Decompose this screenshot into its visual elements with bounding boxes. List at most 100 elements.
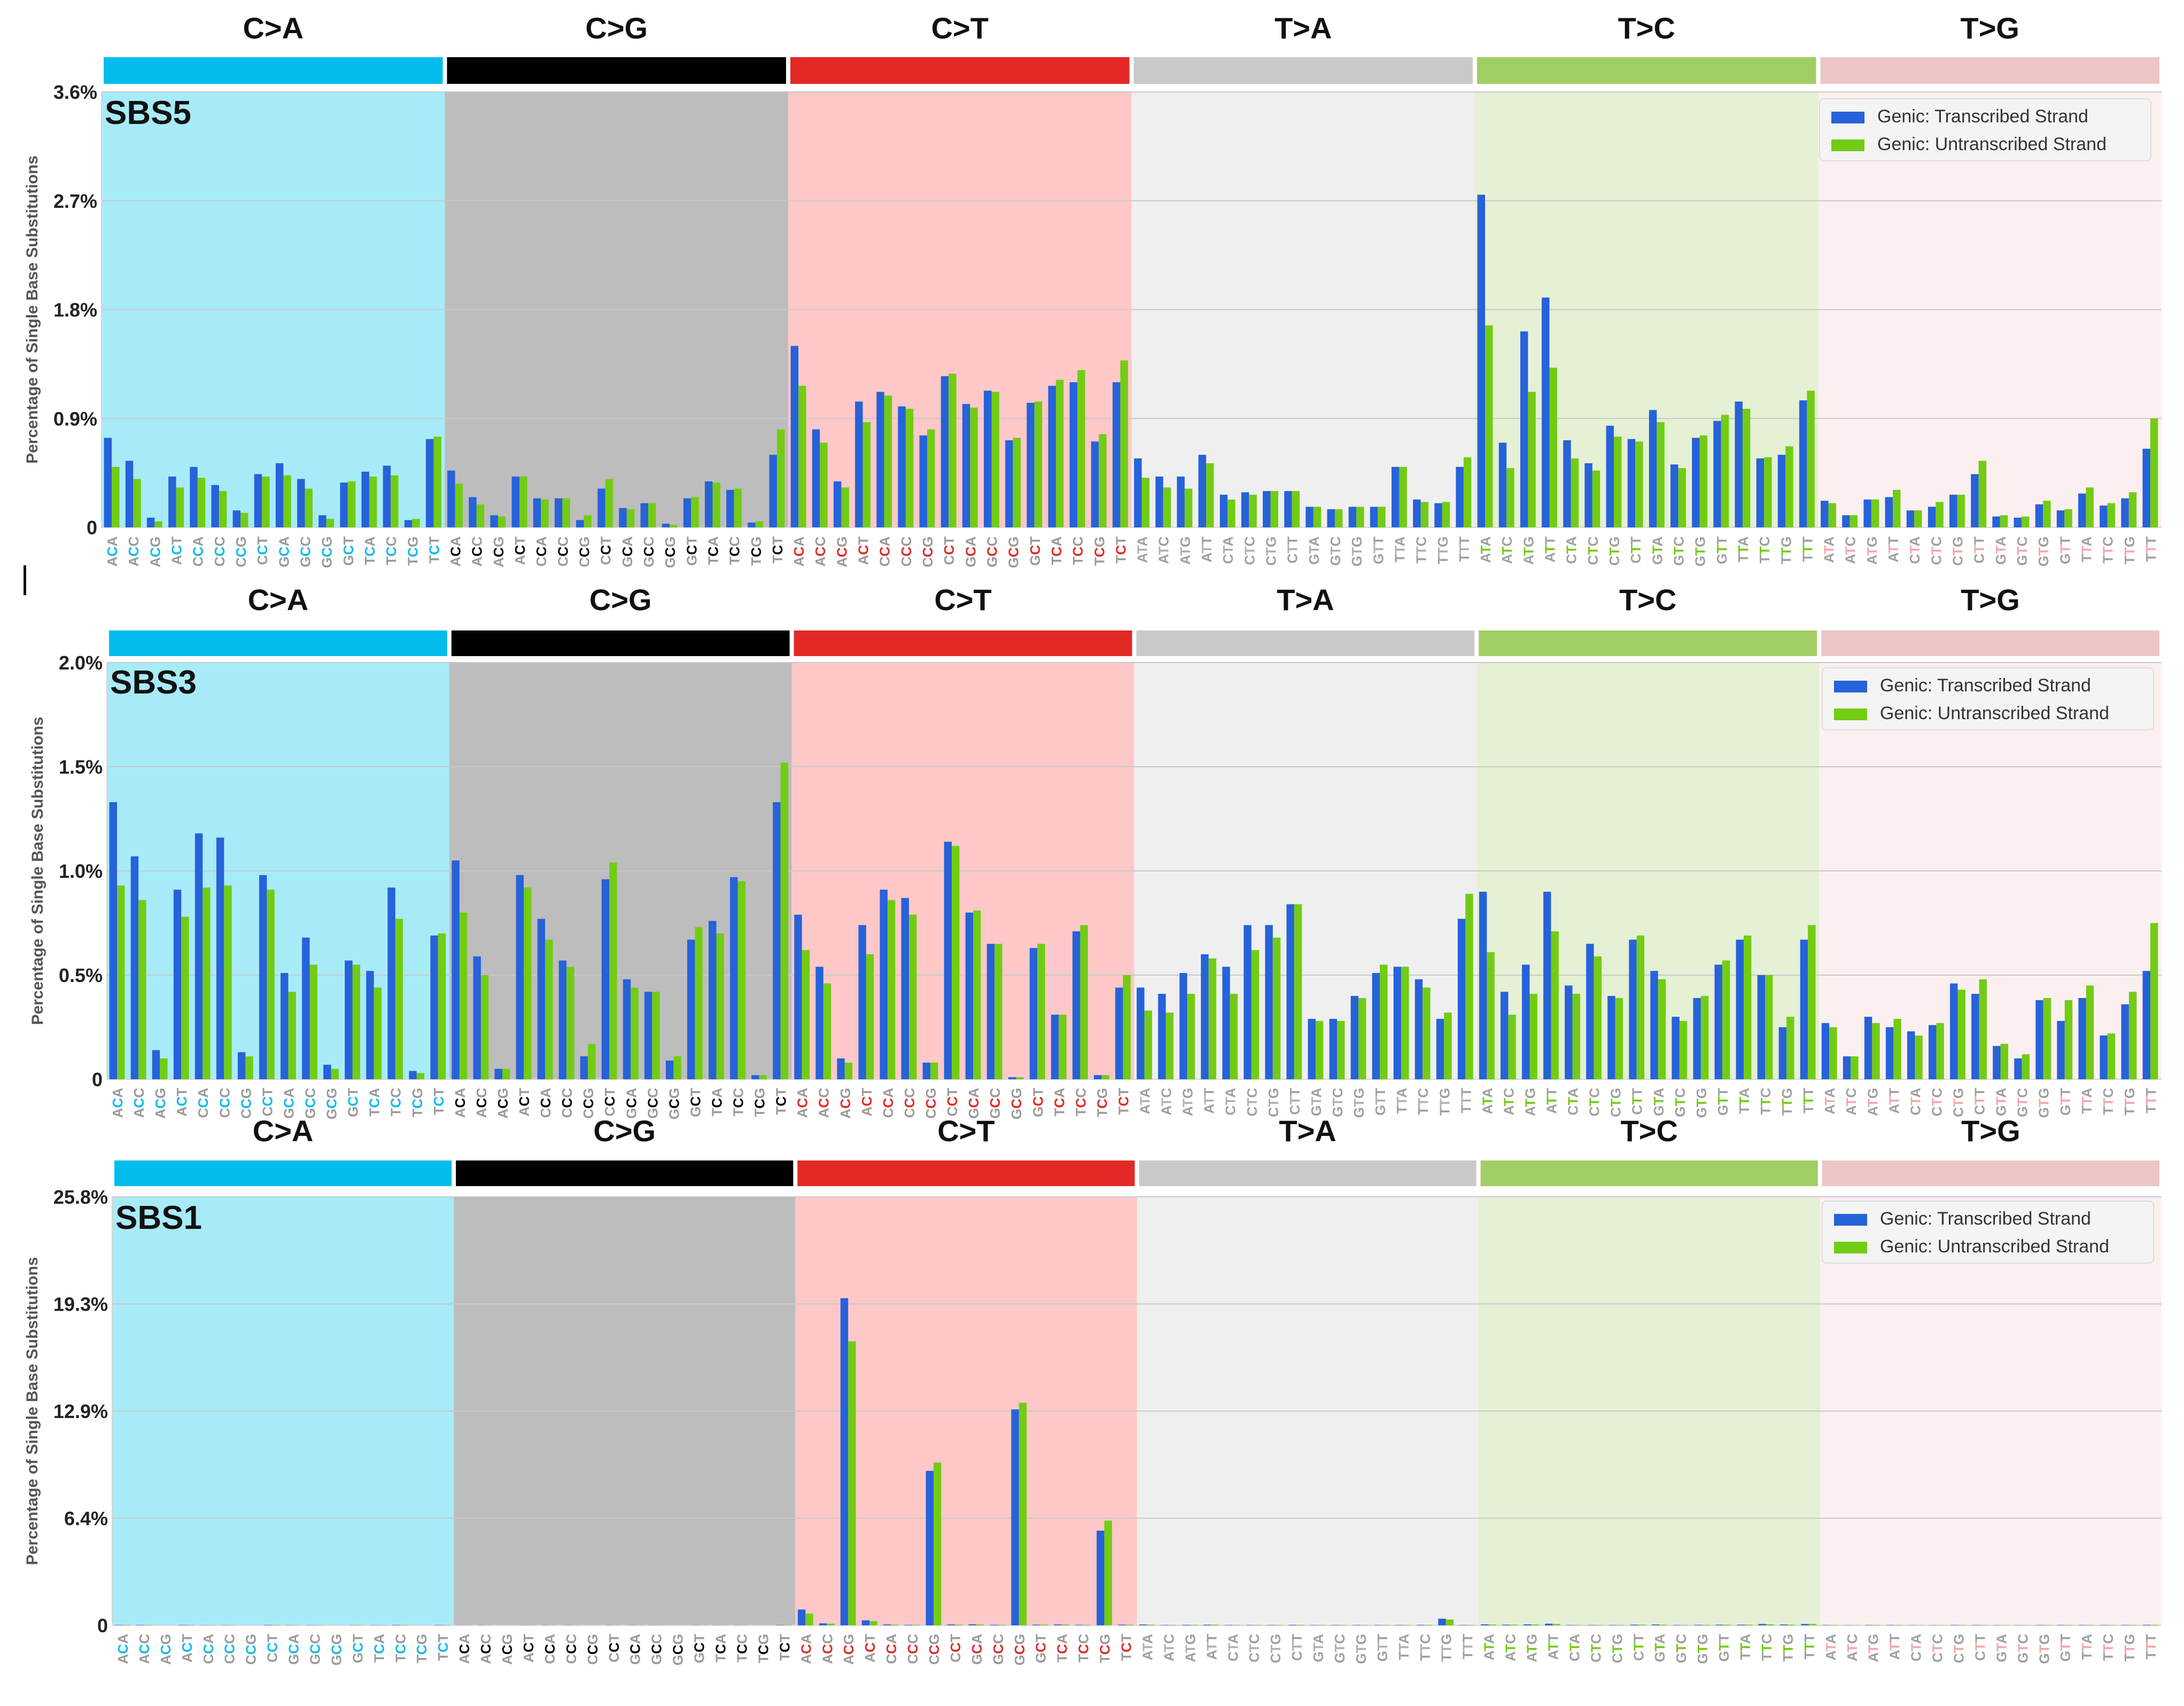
bar-transcribed <box>173 890 182 1079</box>
bar-untranscribed <box>1488 1624 1497 1625</box>
bar-transcribed <box>2056 510 2065 527</box>
context-label: GCT <box>349 1634 366 1663</box>
context-label: GTT <box>2057 1634 2073 1662</box>
bar-transcribed <box>447 470 455 527</box>
context-label: CCG <box>926 1634 942 1665</box>
bar-transcribed <box>232 510 241 527</box>
bar-transcribed <box>104 438 112 527</box>
bar-untranscribed <box>288 992 296 1079</box>
bar-transcribed <box>516 875 524 1079</box>
bar-untranscribed <box>673 1056 681 1079</box>
context-label: ATG <box>1524 1634 1540 1662</box>
context-label: CCA <box>200 1634 216 1664</box>
legend-swatch-untranscribed <box>1834 708 1867 720</box>
y-axis-label: Percentage of Single Base Substitutions <box>24 155 41 464</box>
context-label: TTA <box>1736 1088 1752 1114</box>
mutation-type-bar <box>451 630 790 656</box>
bar-transcribed <box>812 429 820 527</box>
context-label: CCC <box>222 1634 238 1664</box>
mutation-type-label: T>G <box>1961 583 2019 617</box>
context-label: ACA <box>795 1088 811 1118</box>
bar-transcribed <box>1027 402 1035 527</box>
context-label: TCT <box>426 536 442 564</box>
bar-untranscribed <box>1828 503 1837 527</box>
bar-transcribed <box>1692 438 1700 527</box>
context-label: ATG <box>1182 1634 1198 1662</box>
context-label: CCC <box>212 536 228 567</box>
bar-untranscribed <box>848 1341 856 1625</box>
context-label: CCC <box>905 1634 921 1664</box>
bar-untranscribed <box>2150 923 2158 1079</box>
bar-untranscribed <box>1334 509 1343 527</box>
bar-untranscribed <box>823 983 831 1079</box>
context-label: CCG <box>923 1088 939 1119</box>
bar-transcribed <box>168 476 176 527</box>
bar-transcribed <box>558 960 567 1079</box>
bar-untranscribed <box>1721 415 1729 527</box>
mutation-type-bar <box>794 630 1132 656</box>
bar-transcribed <box>323 1064 331 1079</box>
bar-transcribed <box>2121 498 2129 527</box>
bar-transcribed <box>901 898 909 1079</box>
bar-untranscribed <box>1187 994 1195 1079</box>
bar-transcribed <box>1029 948 1038 1079</box>
context-label: CTG <box>1609 1634 1625 1663</box>
bar-transcribed <box>2121 1004 2129 1079</box>
context-label: CCG <box>233 536 249 567</box>
context-label: TCT <box>431 1088 447 1115</box>
y-tick-label: 1.0% <box>59 860 103 882</box>
bar-transcribed <box>1971 474 1979 527</box>
bar-untranscribed <box>1249 494 1257 527</box>
bar-untranscribed <box>1034 401 1043 527</box>
y-tick-label: 19.3% <box>53 1294 108 1315</box>
context-label: TTA <box>1392 536 1408 563</box>
legend-box <box>1822 1201 2154 1264</box>
context-label: GCG <box>328 1634 344 1665</box>
bar-untranscribed <box>1251 950 1260 1079</box>
legend: Genic: Transcribed Strand Genic: Untransc… <box>1819 98 2151 161</box>
bar-transcribed <box>962 404 970 527</box>
bar-untranscribed <box>1358 998 1366 1079</box>
bar-transcribed <box>1222 967 1230 1079</box>
bar-untranscribed <box>588 1043 596 1079</box>
bar-transcribed <box>1565 985 1573 1079</box>
bar-transcribed <box>861 1620 870 1625</box>
bar-untranscribed <box>1914 510 1922 527</box>
bar-transcribed <box>1885 497 1893 527</box>
bar-transcribed <box>1139 1624 1147 1625</box>
bar-untranscribed <box>1742 409 1751 527</box>
bar-untranscribed <box>1506 468 1514 527</box>
bar-untranscribed <box>1979 979 1987 1079</box>
bar-untranscribed <box>391 475 399 527</box>
bar-transcribed <box>1438 1618 1446 1625</box>
bar-transcribed <box>2014 1058 2022 1079</box>
bar-transcribed <box>687 939 695 1079</box>
context-label: ATG <box>1180 1088 1196 1116</box>
bar-untranscribed <box>1144 1010 1152 1079</box>
bar-untranscribed <box>755 521 764 527</box>
bar-untranscribed <box>2043 501 2051 527</box>
bar-transcribed <box>986 944 995 1079</box>
context-label: CTC <box>1246 1634 1262 1663</box>
y-tick-label: 1.5% <box>59 756 103 778</box>
context-label: CCT <box>598 536 614 565</box>
bar-untranscribed <box>1487 952 1495 1079</box>
context-label: TCA <box>371 1634 387 1663</box>
context-label: ATA <box>1134 536 1151 563</box>
bar-transcribed <box>1821 1023 1830 1079</box>
bar-transcribed <box>490 515 498 527</box>
bar-transcribed <box>919 435 928 527</box>
bar-transcribed <box>1436 1018 1444 1079</box>
bar-transcribed <box>748 522 756 527</box>
context-label: TCC <box>392 1634 408 1663</box>
context-label: TTA <box>1396 1634 1412 1660</box>
context-label: GCC <box>987 1088 1003 1119</box>
bar-transcribed <box>1606 425 1614 527</box>
text-cursor-mark <box>24 565 26 595</box>
bar-transcribed <box>1586 944 1594 1079</box>
bar-untranscribed <box>869 1621 877 1625</box>
context-label: GTT <box>2057 536 2073 564</box>
bar-untranscribed <box>970 407 978 527</box>
bar-transcribed <box>2014 517 2022 527</box>
context-label: ATC <box>1159 1088 1175 1116</box>
